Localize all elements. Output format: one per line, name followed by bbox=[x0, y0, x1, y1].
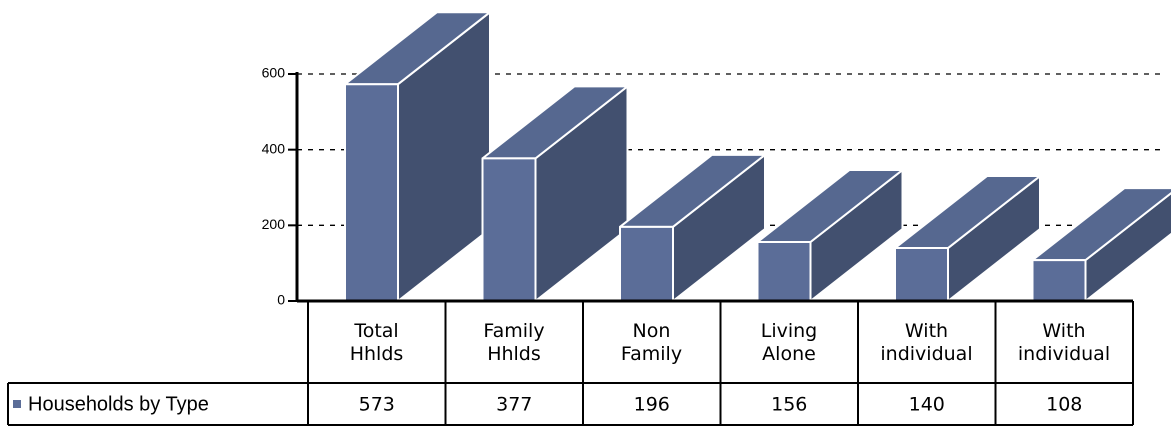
legend-label: Households by Type bbox=[28, 393, 209, 415]
data-label: 108 bbox=[1046, 394, 1082, 416]
category-cell: Non Family bbox=[620, 320, 683, 365]
category-cell: Total Hhlds bbox=[349, 320, 404, 365]
x-tick-label: Living Alone bbox=[760, 320, 818, 365]
y-tick-label: 200 bbox=[262, 216, 286, 232]
bar bbox=[619, 225, 674, 302]
bar bbox=[756, 240, 812, 302]
data-label: 156 bbox=[771, 394, 807, 416]
y-tick-label: 600 bbox=[262, 65, 286, 81]
bar bbox=[1031, 259, 1087, 303]
x-tick-label: With individual bbox=[1017, 320, 1111, 365]
y-tick-label: 400 bbox=[262, 140, 286, 156]
x-tick-label: With individual bbox=[880, 320, 973, 365]
data-label: 196 bbox=[634, 394, 670, 416]
category-cell: Family Hhlds bbox=[483, 320, 545, 365]
y-tick-label: 0 bbox=[277, 292, 285, 308]
category-cell: With individual bbox=[1017, 320, 1111, 365]
bar bbox=[894, 247, 949, 303]
x-tick-label: Total Hhlds bbox=[349, 320, 404, 365]
data-label: 140 bbox=[909, 394, 945, 416]
x-tick-label: Family Hhlds bbox=[483, 320, 545, 365]
category-cell: Living Alone bbox=[760, 320, 818, 365]
category-cell: With individual bbox=[880, 320, 973, 365]
legend-swatch bbox=[13, 400, 21, 408]
x-tick-label: Non Family bbox=[620, 320, 683, 365]
data-label: 377 bbox=[496, 394, 532, 416]
data-label: 573 bbox=[359, 394, 395, 416]
bar bbox=[481, 157, 537, 302]
bar bbox=[344, 83, 399, 302]
